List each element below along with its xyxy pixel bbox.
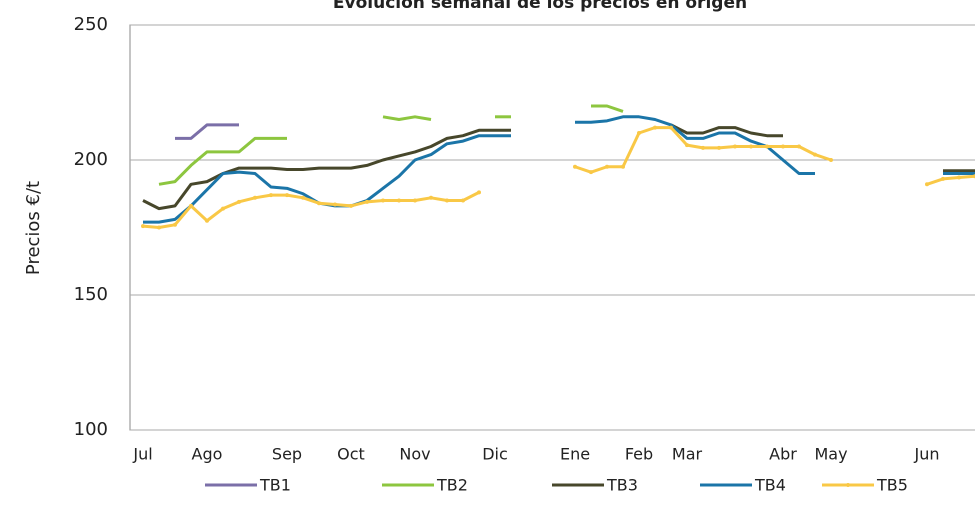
point-marker [797, 144, 801, 149]
legend-label: TB4 [754, 476, 786, 495]
series-line [158, 136, 287, 186]
point-marker [333, 202, 337, 207]
x-tick-label: Mar [672, 445, 703, 464]
x-tick-label: Ene [560, 445, 590, 464]
point-marker [173, 222, 177, 227]
series-line [143, 134, 511, 224]
point-marker [685, 143, 689, 148]
point-marker [269, 193, 273, 198]
series-line [591, 104, 624, 113]
point-marker [365, 199, 369, 204]
point-marker [397, 198, 401, 203]
point-marker [717, 145, 721, 150]
point-marker [445, 198, 449, 203]
point-marker [637, 131, 641, 135]
point-marker [157, 225, 161, 230]
series-line [142, 191, 480, 229]
series-line [670, 123, 783, 138]
point-marker [461, 198, 465, 203]
x-tick-label: Dic [482, 445, 508, 464]
point-marker [285, 193, 289, 198]
x-tick-label: Nov [399, 445, 430, 464]
series-line [142, 128, 511, 211]
point-marker [941, 176, 945, 181]
x-tick-label: Feb [625, 445, 653, 464]
y-tick-label: 250 [74, 14, 108, 35]
x-tick-label: Jun [914, 445, 940, 464]
point-marker [957, 175, 961, 180]
legend-label: TB3 [606, 476, 638, 495]
point-marker [813, 152, 817, 157]
x-tick-label: Sep [272, 445, 302, 464]
legend-marker [846, 483, 850, 487]
point-marker [221, 206, 225, 211]
series-line [382, 115, 432, 121]
legend-label: TB5 [876, 476, 908, 495]
point-marker [701, 145, 705, 150]
y-tick-label: 150 [74, 284, 108, 305]
point-marker [189, 203, 193, 208]
point-marker [381, 198, 385, 203]
legend-label: TB1 [259, 476, 291, 495]
x-tick-label: Jul [132, 445, 152, 464]
y-axis-label: Precios €/t [23, 181, 44, 275]
plot-area [129, 24, 975, 431]
point-marker [621, 164, 625, 169]
point-marker [829, 158, 833, 162]
point-marker [589, 170, 593, 175]
point-marker [205, 218, 209, 223]
x-tick-label: May [814, 445, 847, 464]
point-marker [605, 164, 609, 169]
point-marker [573, 164, 577, 169]
point-marker [253, 195, 257, 200]
x-tick-label: Abr [769, 445, 797, 464]
point-marker [317, 201, 321, 206]
point-marker [925, 182, 929, 187]
point-marker [749, 144, 753, 149]
y-tick-label: 100 [74, 419, 108, 440]
point-marker [237, 199, 241, 204]
chart-title: Evolución semanal de los precios en orig… [333, 0, 747, 13]
point-marker [781, 144, 785, 149]
series-line [575, 115, 815, 175]
legend-label: TB2 [436, 476, 468, 495]
point-marker [765, 144, 769, 149]
point-marker [349, 203, 353, 208]
point-marker [413, 198, 417, 203]
point-marker [669, 125, 673, 130]
point-marker [141, 224, 145, 229]
series-line [926, 174, 975, 186]
point-marker [733, 144, 737, 149]
x-tick-label: Oct [337, 445, 365, 464]
point-marker [477, 190, 481, 195]
y-tick-label: 200 [74, 149, 108, 170]
series-line [175, 123, 239, 140]
x-tick-label: Ago [192, 445, 223, 464]
point-marker [301, 195, 305, 200]
point-marker [429, 195, 433, 200]
point-marker [653, 125, 657, 130]
